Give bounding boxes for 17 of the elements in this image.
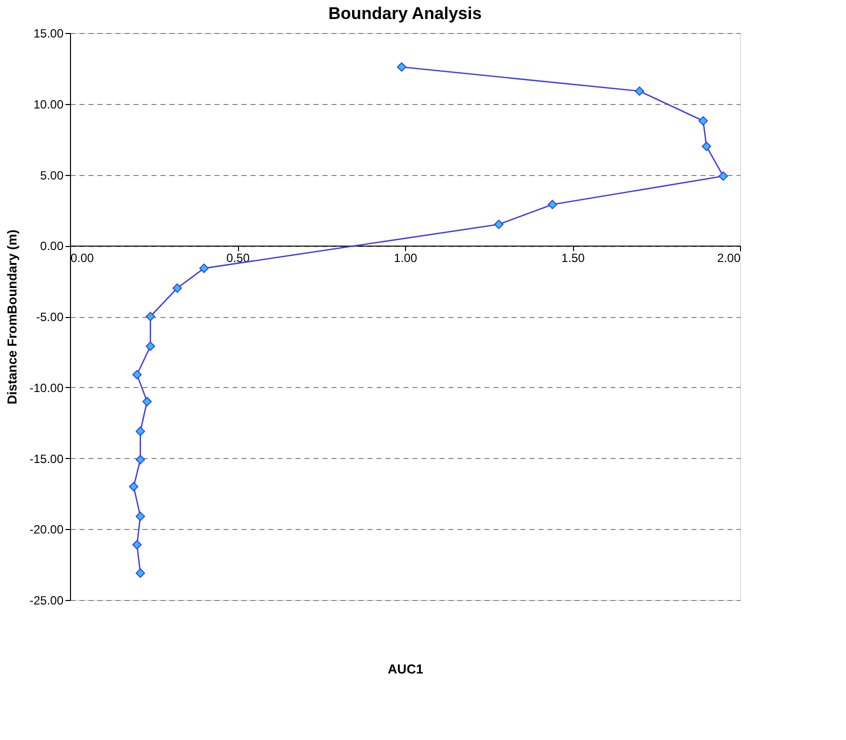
x-tick-label: 0.50 xyxy=(226,251,250,266)
y-axis-title: Distance FromBoundary (m) xyxy=(4,230,20,404)
y-tick-label: -10.00 xyxy=(29,380,64,395)
y-tick-label: -25.00 xyxy=(29,594,64,608)
x-tick-label: 2.00 xyxy=(717,251,741,266)
y-tick-label: -5.00 xyxy=(36,310,64,324)
y-tick-label: 0.00 xyxy=(40,239,64,254)
x-tick-label: 1.00 xyxy=(394,251,418,266)
y-tick-label: 15.00 xyxy=(33,26,64,40)
chart-title: Boundary Analysis xyxy=(328,4,482,23)
x-tick-label: 1.50 xyxy=(561,251,585,266)
y-tick-label: -20.00 xyxy=(29,522,64,537)
y-tick-label: 10.00 xyxy=(33,97,64,112)
y-tick-label: 5.00 xyxy=(40,168,64,182)
x-tick-label: 0.00 xyxy=(70,251,94,266)
x-axis-title: AUC1 xyxy=(388,662,424,676)
y-tick-label: -15.00 xyxy=(29,452,64,466)
